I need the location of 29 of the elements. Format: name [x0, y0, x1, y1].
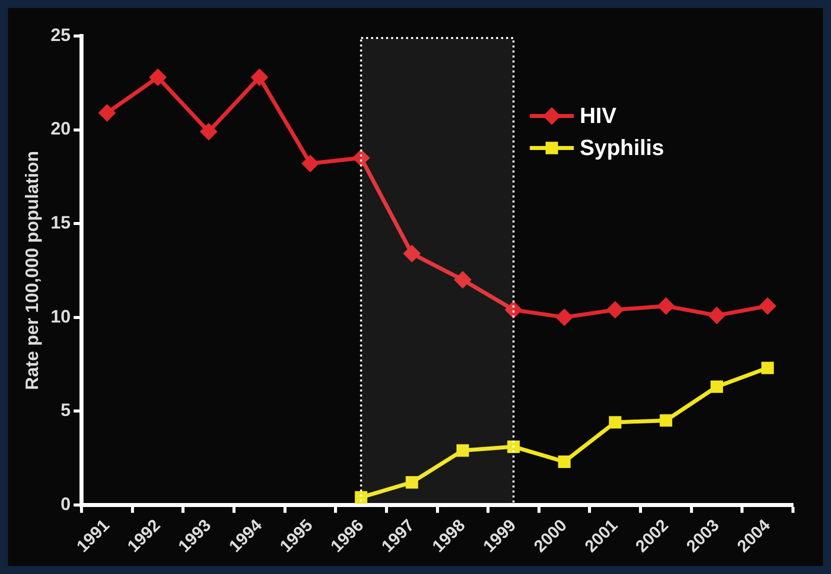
point: [607, 302, 624, 318]
y-tick-label: 15: [50, 212, 71, 232]
point: [558, 455, 571, 468]
y-tick-label: 5: [60, 400, 71, 420]
point: [99, 104, 116, 121]
point: [404, 246, 420, 262]
point: [660, 414, 672, 427]
point: [454, 272, 471, 288]
y-tick-label: 0: [60, 494, 71, 514]
point: [608, 416, 622, 429]
y-axis-title: Rate per 100,000 population: [22, 150, 42, 390]
point: [200, 124, 217, 140]
point: [507, 440, 520, 453]
point: [658, 298, 674, 314]
point: [150, 69, 166, 86]
y-tick-label: 10: [50, 306, 71, 326]
point: [251, 69, 268, 86]
point: [708, 307, 725, 324]
point: [760, 298, 776, 314]
point: [710, 380, 724, 393]
point: [761, 362, 774, 374]
point: [456, 444, 469, 457]
point: [556, 309, 572, 326]
legend-label: Syphilis: [580, 135, 664, 160]
y-tick-label: 20: [50, 118, 71, 139]
point: [406, 476, 418, 489]
point: [302, 156, 318, 172]
y-tick-label: 25: [50, 24, 71, 45]
legend-label: HIV: [580, 103, 617, 128]
